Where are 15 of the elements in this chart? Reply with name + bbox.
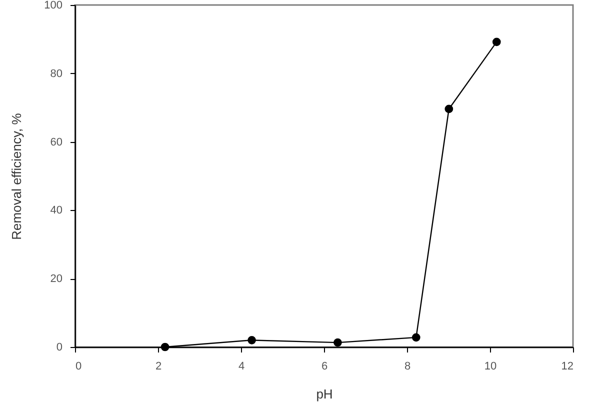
y-tick-label: 40: [50, 204, 62, 217]
y-tick-label: 60: [50, 136, 62, 148]
y-tick-label: 0: [56, 342, 62, 354]
y-tick-label: 100: [44, 0, 62, 12]
x-tick-label: 10: [484, 360, 497, 372]
y-tick-label: 20: [50, 273, 62, 286]
x-tick-label: 4: [238, 360, 245, 372]
x-tick-label: 2: [155, 360, 162, 372]
x-tick-label: 12: [561, 360, 574, 372]
x-tick-label: 8: [404, 360, 411, 372]
y-tick-label: 80: [50, 68, 62, 80]
x-axis-title: pH: [316, 386, 333, 402]
x-tick-label: 0: [76, 360, 82, 372]
y-axis-title: Removal efficiency, %: [9, 112, 24, 240]
x-tick-label: 6: [321, 360, 328, 372]
